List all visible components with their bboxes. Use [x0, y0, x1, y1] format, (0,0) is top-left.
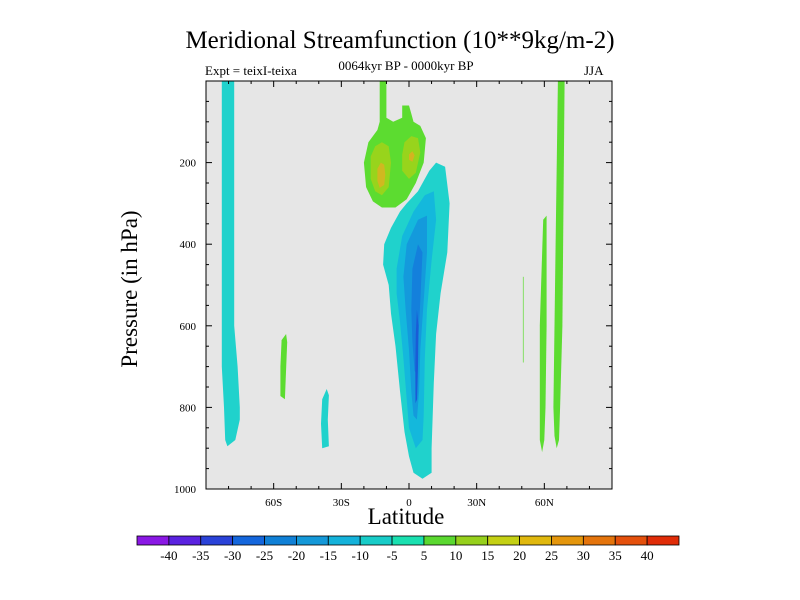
- experiment-label: Expt = teixI-teixa: [205, 63, 297, 78]
- colorbar-label: -40: [160, 548, 177, 563]
- colorbar-label: -20: [288, 548, 305, 563]
- period-label: 0064kyr BP - 0000kyr BP: [338, 58, 474, 73]
- colorbar-swatch: [519, 535, 552, 546]
- colorbar-swatch: [136, 535, 170, 546]
- colorbar-swatch: [296, 535, 329, 546]
- contour-region-neg-tropical-cell-peak: [415, 309, 419, 404]
- colorbar-swatch: [327, 535, 361, 546]
- colorbar-swatch: [168, 535, 202, 546]
- contour-region-pos-upper-peak-west: [377, 162, 386, 188]
- y-axis: 200 400 600 800 1000: [174, 100, 612, 496]
- colorbar-label: 35: [609, 548, 622, 563]
- colorbar-swatch: [200, 535, 234, 546]
- colorbar-label: -25: [256, 548, 273, 563]
- contour-region-pos-nh-thin-line: [522, 276, 524, 363]
- colorbar-label: 20: [513, 548, 526, 563]
- contour-region-neg-sh-high-lat-column: [221, 81, 240, 447]
- contour-region-pos-upper-peak-east: [409, 151, 415, 162]
- colorbar-label: -35: [192, 548, 209, 563]
- y-tick-label: 600: [180, 321, 197, 333]
- x-axis-title: Latitude: [367, 504, 445, 529]
- colorbar-swatch: [359, 535, 393, 546]
- colorbar-swatch: [391, 535, 425, 546]
- colorbar-swatch: [423, 535, 457, 546]
- colorbar-swatch: [232, 535, 265, 546]
- contour-region-neg-sh-subtropic-blob: [321, 389, 329, 449]
- contour-region-pos-sh-mid-lat-blob: [280, 334, 288, 400]
- contour-region-pos-nh-mid-lat-column: [539, 215, 547, 453]
- colorbar-label: -5: [387, 548, 398, 563]
- x-tick-label: 60N: [535, 497, 554, 509]
- contour-region-pos-nh-high-lat-column: [553, 81, 565, 449]
- colorbar-label: 10: [449, 548, 462, 563]
- chart-title: Meridional Streamfunction (10**9kg/m-2): [185, 27, 615, 54]
- colorbar-label: -10: [352, 548, 369, 563]
- colorbar-label: -30: [224, 548, 241, 563]
- colorbar-swatch: [551, 535, 584, 546]
- colorbar-swatch: [646, 535, 680, 546]
- colorbar-label: 40: [641, 548, 654, 563]
- colorbar-swatch: [264, 535, 297, 546]
- colorbar-label: 25: [545, 548, 558, 563]
- colorbar-label: 5: [421, 548, 428, 563]
- colorbar-label: -15: [320, 548, 337, 563]
- y-tick-label: 800: [180, 402, 197, 414]
- x-tick-label: 30N: [467, 497, 486, 509]
- colorbar-swatch: [487, 535, 520, 546]
- y-tick-label: 200: [180, 158, 197, 170]
- contour-fill-layer: [221, 81, 565, 479]
- y-tick-label: 1000: [174, 484, 197, 496]
- season-label: JJA: [584, 63, 604, 78]
- y-tick-label: 400: [180, 239, 197, 251]
- colorbar-swatch: [614, 535, 648, 546]
- x-tick-label: 30S: [333, 497, 350, 509]
- colorbar-label: 30: [577, 548, 590, 563]
- colorbar-swatch: [582, 535, 616, 546]
- colorbar-label: 15: [481, 548, 494, 563]
- colorbar: -40 -35 -30 -25 -20 -15 -10 -5 5 10 15 20 25 30 35 40: [136, 535, 680, 563]
- x-tick-label: 0: [406, 497, 412, 509]
- x-tick-label: 60S: [265, 497, 282, 509]
- colorbar-swatch: [455, 535, 489, 546]
- x-axis: 60S 30S 0 30N 60N: [228, 81, 590, 509]
